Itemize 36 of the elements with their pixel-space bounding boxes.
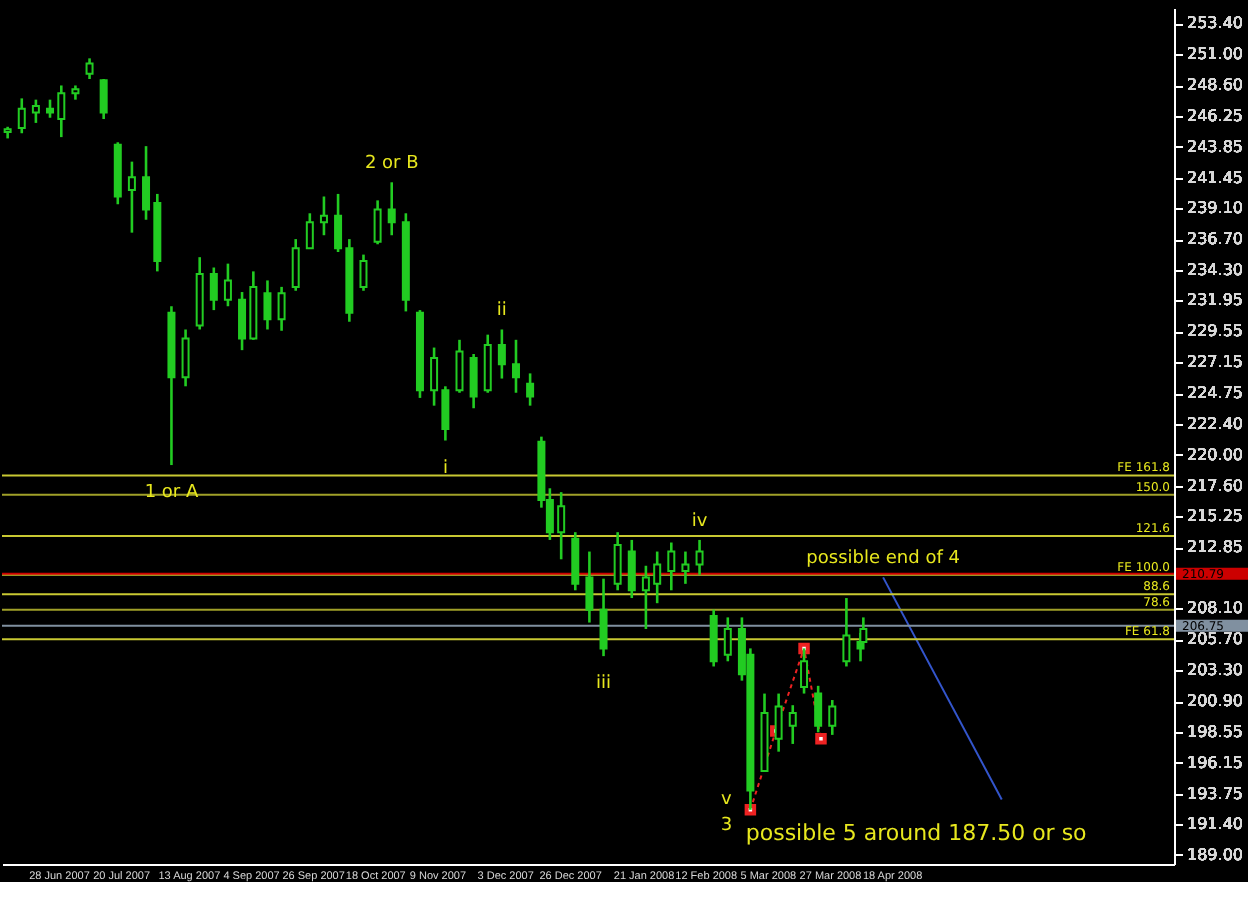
y-tick-label: 227.15 <box>1187 353 1243 372</box>
y-tick-label: 203.30 <box>1187 661 1243 680</box>
y-tick-label: 205.70 <box>1187 630 1243 649</box>
annotation: possible end of 4 <box>806 549 961 570</box>
y-tick-label: 191.40 <box>1187 814 1243 833</box>
y-tick-label: 215.25 <box>1187 507 1243 526</box>
y-tick-label: 236.70 <box>1187 230 1243 249</box>
y-tick-label: 217.60 <box>1187 476 1243 495</box>
y-tick-label: 234.30 <box>1187 261 1243 280</box>
y-tick-label: 193.75 <box>1187 784 1243 803</box>
y-tick-label: 224.75 <box>1187 384 1243 403</box>
y-tick-label: 253.40 <box>1187 14 1243 33</box>
y-tick-label: 243.85 <box>1187 137 1243 156</box>
annotation: iv <box>691 511 709 532</box>
annotation: v <box>721 789 734 810</box>
y-tick-label: 220.00 <box>1187 445 1243 464</box>
y-tick-label: 251.00 <box>1187 45 1243 64</box>
y-tick-label: 248.60 <box>1187 76 1243 95</box>
annotation: 2 or B <box>364 154 419 175</box>
annotation: i <box>442 458 448 479</box>
annotation: 3 <box>720 815 733 836</box>
y-tick-label: 246.25 <box>1187 106 1243 125</box>
y-tick-label: 241.45 <box>1187 168 1243 187</box>
y-tick-label: 212.85 <box>1187 538 1243 557</box>
y-tick-label: 231.95 <box>1187 291 1243 310</box>
annotation: ii <box>496 301 507 322</box>
y-tick-label: 239.10 <box>1187 199 1243 218</box>
annotation: iii <box>596 674 612 695</box>
y-tick-label: 208.10 <box>1187 599 1243 618</box>
y-tick-label: 196.15 <box>1187 753 1243 772</box>
y-tick-label: 198.55 <box>1187 722 1243 741</box>
y-tick-label: 200.90 <box>1187 692 1243 711</box>
annotation: possible 5 around 187.50 or so <box>745 820 1088 846</box>
y-tick-label: 229.55 <box>1187 322 1243 341</box>
y-tick-label: 189.00 <box>1187 845 1243 864</box>
y-tick-label: 222.40 <box>1187 414 1243 433</box>
